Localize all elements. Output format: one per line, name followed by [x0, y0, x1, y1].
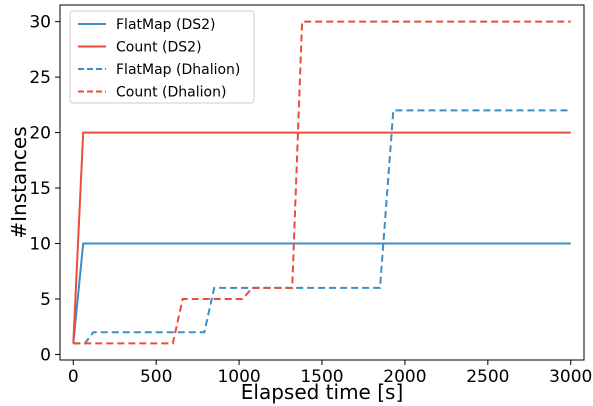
y-tick-label: 10 — [29, 235, 51, 255]
x-tick-label: 3000 — [549, 367, 592, 387]
x-tick-label: 0 — [68, 367, 79, 387]
legend-box — [69, 10, 255, 104]
y-tick-label: 20 — [29, 124, 51, 144]
series-line-count-dhalion — [73, 20, 571, 345]
y-tick-label: 30 — [29, 13, 51, 33]
series-line-flatmap-dhalion — [73, 109, 571, 345]
legend-label: Count (Dhalion) — [116, 85, 226, 101]
x-tick-label: 1500 — [300, 367, 343, 387]
x-axis-label: Elapsed time [s] — [241, 380, 404, 404]
x-tick-label: 2000 — [383, 367, 426, 387]
y-tick-label: 0 — [40, 345, 51, 365]
legend-label: Count (DS2) — [116, 40, 202, 56]
x-tick-label: 1000 — [217, 367, 260, 387]
legend-label: FlatMap (Dhalion) — [116, 62, 240, 78]
x-tick-label: 500 — [140, 367, 172, 387]
y-tick-label: 15 — [29, 179, 51, 199]
plot-area — [72, 20, 571, 345]
x-tick-label: 2500 — [466, 367, 509, 387]
x-axis: 0 500 1000 1500 2000 2500 3000 — [68, 360, 592, 387]
legend-label: FlatMap (DS2) — [116, 17, 216, 33]
series-line-count-ds2 — [72, 131, 571, 344]
y-axis: 0 5 10 15 20 25 30 — [29, 13, 60, 365]
y-axis-label: #Instances — [7, 126, 31, 238]
series-line-flatmap-ds2 — [72, 242, 571, 344]
y-tick-label: 5 — [40, 290, 51, 310]
y-tick-label: 25 — [29, 68, 51, 88]
legend: FlatMap (DS2) Count (DS2) FlatMap (Dhalion… — [69, 10, 255, 104]
